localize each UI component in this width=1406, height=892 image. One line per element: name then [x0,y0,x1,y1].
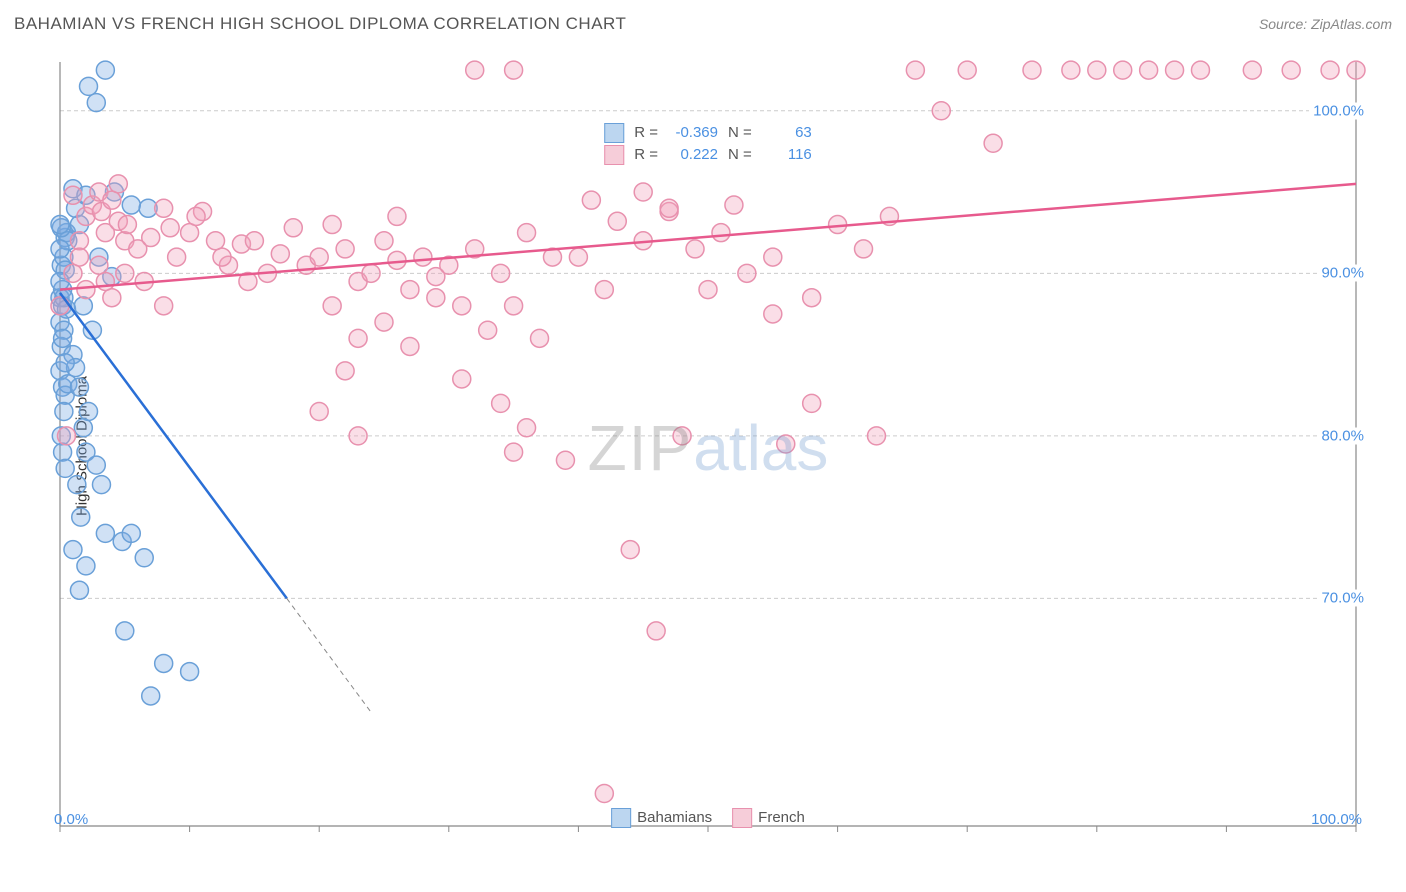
plot-area: ZIPatlas R =-0.369 N =63 R =0.222 N =116… [48,58,1368,838]
swatch-bahamians-icon [611,808,631,828]
series-legend: Bahamians French [611,808,805,828]
legend-item-french: French [732,808,805,828]
source-attribution: Source: ZipAtlas.com [1259,16,1392,32]
swatch-french [604,145,624,165]
swatch-french-icon [732,808,752,828]
x-axis-max-label: 100.0% [1311,811,1362,828]
chart-title: BAHAMIAN VS FRENCH HIGH SCHOOL DIPLOMA C… [14,14,626,33]
swatch-bahamians [604,123,624,143]
correlation-legend: R =-0.369 N =63 R =0.222 N =116 [594,118,822,170]
legend-row-bahamians: R =-0.369 N =63 [604,122,812,144]
legend-item-bahamians: Bahamians [611,808,712,828]
y-tick-label: 80.0% [1317,427,1368,444]
x-axis-min-label: 0.0% [54,811,88,828]
y-tick-label: 90.0% [1317,265,1368,282]
y-tick-label: 70.0% [1317,590,1368,607]
chart-svg [48,58,1368,838]
legend-row-french: R =0.222 N =116 [604,144,812,166]
y-tick-label: 100.0% [1309,102,1368,119]
